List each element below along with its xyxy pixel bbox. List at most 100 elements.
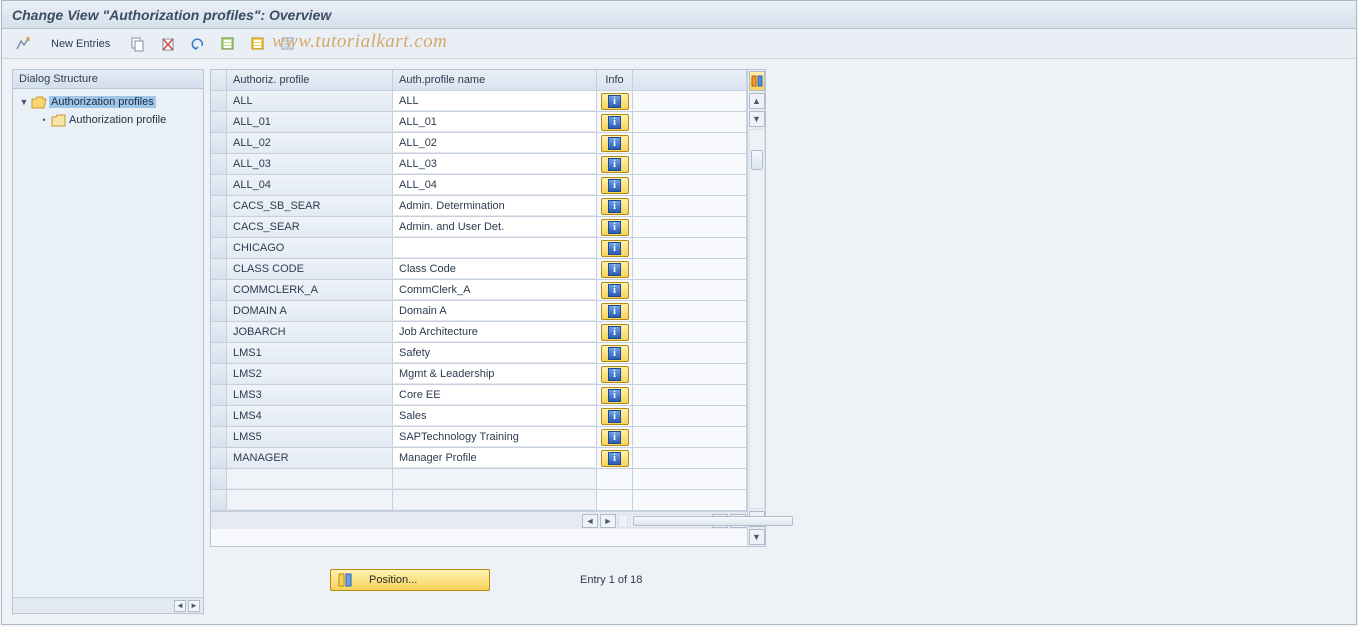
new-entries-button[interactable]: New Entries (40, 33, 121, 55)
cell-profile[interactable]: CACS_SB_SEAR (227, 196, 393, 216)
scroll-left-icon[interactable]: ◄ (582, 514, 598, 528)
configure-columns-icon[interactable] (749, 71, 765, 91)
row-selector[interactable] (211, 364, 227, 384)
row-selector[interactable] (211, 196, 227, 216)
info-button[interactable]: i (601, 450, 629, 467)
row-selector[interactable] (211, 217, 227, 237)
info-button[interactable]: i (601, 282, 629, 299)
info-button[interactable]: i (601, 408, 629, 425)
info-button[interactable]: i (601, 135, 629, 152)
cell-profile[interactable]: LMS3 (227, 385, 393, 405)
cell-name[interactable] (393, 490, 597, 510)
info-button[interactable]: i (601, 261, 629, 278)
cell-profile[interactable]: ALL (227, 91, 393, 111)
cell-name[interactable]: ALL (393, 91, 597, 111)
cell-profile[interactable]: CHICAGO (227, 238, 393, 258)
cell-name[interactable]: ALL_03 (393, 154, 597, 174)
cell-name[interactable]: Domain A (393, 301, 597, 321)
row-selector[interactable] (211, 385, 227, 405)
info-button[interactable]: i (601, 303, 629, 320)
info-button[interactable]: i (601, 366, 629, 383)
cell-name[interactable]: Sales (393, 406, 597, 426)
info-button[interactable]: i (601, 324, 629, 341)
cell-profile[interactable]: LMS4 (227, 406, 393, 426)
cell-name[interactable] (393, 469, 597, 489)
delete-icon[interactable] (155, 33, 181, 55)
deselect-all-icon[interactable] (275, 33, 301, 55)
undo-icon[interactable] (185, 33, 211, 55)
cell-profile[interactable]: LMS5 (227, 427, 393, 447)
row-selector[interactable] (211, 427, 227, 447)
column-header-profile[interactable]: Authoriz. profile (227, 70, 393, 90)
row-selector[interactable] (211, 448, 227, 468)
row-selector[interactable] (211, 133, 227, 153)
info-button[interactable]: i (601, 240, 629, 257)
row-selector[interactable] (211, 238, 227, 258)
tree-item-authorization-profile[interactable]: • Authorization profile (15, 111, 201, 129)
cell-name[interactable]: Core EE (393, 385, 597, 405)
cell-profile[interactable]: LMS1 (227, 343, 393, 363)
column-header-name[interactable]: Auth.profile name (393, 70, 597, 90)
cell-profile[interactable]: CLASS CODE (227, 259, 393, 279)
cell-profile[interactable]: ALL_02 (227, 133, 393, 153)
info-button[interactable]: i (601, 177, 629, 194)
scroll-down-icon[interactable]: ▼ (749, 111, 765, 127)
cell-name[interactable]: CommClerk_A (393, 280, 597, 300)
cell-profile[interactable]: CACS_SEAR (227, 217, 393, 237)
info-button[interactable]: i (601, 387, 629, 404)
column-header-info[interactable]: Info (597, 70, 633, 90)
cell-profile[interactable]: DOMAIN A (227, 301, 393, 321)
info-button[interactable]: i (601, 345, 629, 362)
scroll-track[interactable] (630, 514, 710, 528)
cell-profile[interactable]: ALL_04 (227, 175, 393, 195)
scroll-thumb[interactable] (751, 150, 763, 170)
info-button[interactable]: i (601, 219, 629, 236)
cell-name[interactable]: ALL_04 (393, 175, 597, 195)
cell-name[interactable]: Admin. and User Det. (393, 217, 597, 237)
cell-name[interactable]: Job Architecture (393, 322, 597, 342)
horizontal-scrollbar[interactable]: ◄ ► ◄ ► (211, 511, 747, 529)
cell-name[interactable]: Manager Profile (393, 448, 597, 468)
row-selector[interactable] (211, 490, 227, 510)
cell-profile[interactable] (227, 490, 393, 510)
row-selector[interactable] (211, 406, 227, 426)
scroll-down-end-icon[interactable]: ▼ (749, 529, 765, 545)
row-selector[interactable] (211, 175, 227, 195)
select-block-icon[interactable] (245, 33, 271, 55)
cell-name[interactable]: ALL_01 (393, 112, 597, 132)
cell-name[interactable]: ALL_02 (393, 133, 597, 153)
info-button[interactable]: i (601, 198, 629, 215)
cell-profile[interactable]: MANAGER (227, 448, 393, 468)
row-selector[interactable] (211, 91, 227, 111)
select-all-icon[interactable] (215, 33, 241, 55)
scroll-up-icon[interactable]: ▲ (749, 93, 765, 109)
scroll-thumb[interactable] (633, 516, 793, 526)
cell-profile[interactable]: COMMCLERK_A (227, 280, 393, 300)
row-selector[interactable] (211, 154, 227, 174)
cell-profile[interactable]: LMS2 (227, 364, 393, 384)
cell-name[interactable]: Mgmt & Leadership (393, 364, 597, 384)
info-button[interactable]: i (601, 114, 629, 131)
row-selector[interactable] (211, 343, 227, 363)
cell-name[interactable]: Admin. Determination (393, 196, 597, 216)
scroll-track[interactable] (749, 129, 765, 509)
position-button[interactable]: Position... (330, 569, 490, 591)
row-selector[interactable] (211, 259, 227, 279)
info-button[interactable]: i (601, 156, 629, 173)
cell-name[interactable]: Safety (393, 343, 597, 363)
scroll-left-icon[interactable]: ◄ (174, 600, 186, 612)
row-selector[interactable] (211, 301, 227, 321)
cell-profile[interactable]: JOBARCH (227, 322, 393, 342)
info-button[interactable]: i (601, 429, 629, 446)
tree-item-authorization-profiles[interactable]: ▼ Authorization profiles (15, 93, 201, 111)
row-selector[interactable] (211, 112, 227, 132)
cell-profile[interactable]: ALL_03 (227, 154, 393, 174)
info-button[interactable]: i (601, 93, 629, 110)
cell-profile[interactable]: ALL_01 (227, 112, 393, 132)
row-selector-header[interactable] (211, 70, 227, 90)
scroll-right-icon[interactable]: ► (188, 600, 200, 612)
tree-collapse-icon[interactable]: ▼ (19, 97, 29, 107)
cell-name[interactable] (393, 238, 597, 258)
vertical-scrollbar[interactable]: ▲ ▼ ▲ ▼ (747, 70, 765, 546)
row-selector[interactable] (211, 280, 227, 300)
